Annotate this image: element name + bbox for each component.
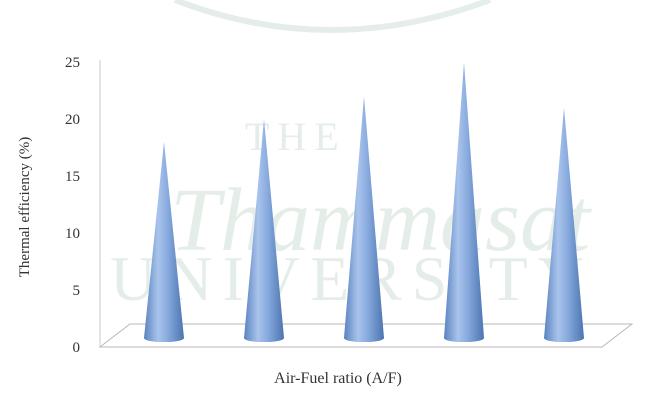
cone-body [344, 96, 384, 342]
cone-body [144, 141, 184, 342]
y-tick-label: 0 [73, 340, 81, 356]
y-tick-label: 5 [73, 283, 81, 299]
cone-body [444, 62, 484, 342]
y-axis-ticks: 0 5 10 15 20 25 [65, 55, 80, 356]
cone-bar [144, 141, 184, 342]
y-tick-label: 20 [65, 112, 80, 128]
y-tick-label: 10 [65, 226, 80, 242]
cone-series [144, 62, 584, 342]
cone-bar [544, 107, 584, 342]
cone-body [544, 107, 584, 342]
cone-bar [344, 96, 384, 342]
watermark-arc [173, 0, 492, 33]
watermark-the: THE [245, 114, 347, 159]
cone-bar [244, 119, 284, 342]
y-tick-label: 15 [65, 169, 80, 185]
cone-body [244, 119, 284, 342]
x-axis-label: Air-Fuel ratio (A/F) [274, 370, 402, 387]
y-tick-label: 25 [65, 55, 80, 71]
cone-bar [444, 62, 484, 342]
y-axis-label: Thermal efficiency (%) [17, 137, 33, 277]
watermark-script: Thammasat [170, 171, 592, 270]
